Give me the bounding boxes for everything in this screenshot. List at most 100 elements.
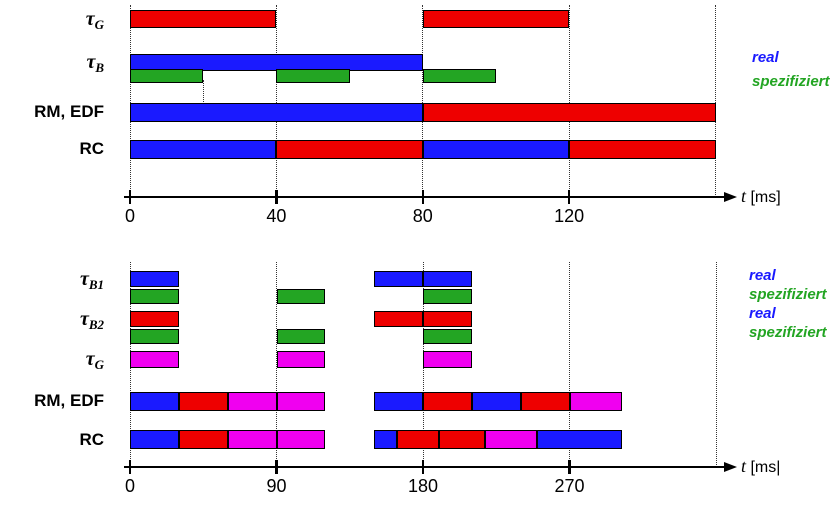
axis-tick xyxy=(568,460,571,474)
task-bar xyxy=(537,430,622,449)
row-label: RC xyxy=(79,139,104,158)
axis-label-variable: t xyxy=(741,456,747,476)
tick-label: 90 xyxy=(266,476,287,496)
legend-top: real spezifiziert xyxy=(752,46,830,94)
tau-symbol: τ xyxy=(79,308,89,330)
task-bar xyxy=(374,311,424,327)
task-bar xyxy=(423,289,472,304)
time-axis xyxy=(124,196,725,199)
tick-label: 120 xyxy=(554,206,585,226)
row-label: RM, EDF xyxy=(34,391,104,410)
gridline xyxy=(569,262,571,467)
axis-tick xyxy=(128,190,132,204)
axis-label-unit: [ms] xyxy=(746,189,781,206)
task-bar xyxy=(276,351,326,368)
legend-real-label: real xyxy=(752,49,779,66)
task-bar xyxy=(276,392,326,411)
axis-arrow-icon xyxy=(724,191,737,202)
task-bar xyxy=(130,311,179,327)
task-bar xyxy=(130,103,423,122)
task-bar xyxy=(130,69,204,83)
row-label: τB2 xyxy=(0,307,104,332)
tick-label: 270 xyxy=(554,476,585,496)
tick-label: 180 xyxy=(408,476,439,496)
gridline xyxy=(568,5,570,197)
legend-real-label: real xyxy=(749,305,776,322)
tick-label: 80 xyxy=(412,206,433,226)
task-bar xyxy=(276,69,350,83)
task-bar xyxy=(178,392,228,411)
axis-tick xyxy=(421,460,425,474)
gridline xyxy=(422,5,424,197)
task-bar xyxy=(276,329,326,344)
legend-spezifiziert-label: spezifiziert xyxy=(749,286,827,303)
task-bar xyxy=(374,271,424,287)
gridline xyxy=(715,262,717,467)
axis-tick xyxy=(275,460,278,474)
task-bar xyxy=(130,329,179,344)
tick-label: 0 xyxy=(124,476,135,496)
task-bar xyxy=(396,430,440,449)
task-bar xyxy=(130,140,277,159)
tau-symbol: τ xyxy=(86,51,96,73)
tau-symbol: τ xyxy=(85,348,95,370)
task-bar xyxy=(178,430,228,449)
tau-symbol: τ xyxy=(79,268,89,290)
task-bar xyxy=(130,392,179,411)
row-label: τG xyxy=(0,7,104,32)
axis-tick xyxy=(568,190,571,204)
gridline xyxy=(129,5,131,197)
axis-tick xyxy=(275,190,278,204)
task-bar xyxy=(130,271,179,287)
task-bar xyxy=(276,289,326,304)
task-bar xyxy=(471,392,521,411)
task-bar xyxy=(423,351,472,368)
task-bar xyxy=(422,10,570,28)
tau-subscript: B1 xyxy=(88,277,104,292)
task-bar xyxy=(130,351,179,368)
tick-label: 0 xyxy=(124,206,135,226)
tau-symbol: τ xyxy=(85,8,95,30)
task-bar xyxy=(374,392,424,411)
time-axis xyxy=(124,466,725,469)
row-label: τB1 xyxy=(0,267,104,292)
axis-label-unit: [ms| xyxy=(746,459,781,476)
task-bar xyxy=(423,392,472,411)
task-bar xyxy=(422,140,570,159)
task-bar xyxy=(130,430,179,449)
task-bar xyxy=(227,430,277,449)
tick-label: 40 xyxy=(266,206,287,226)
task-bar xyxy=(130,289,179,304)
task-bar xyxy=(423,329,472,344)
tau-subscript: G xyxy=(94,17,104,32)
axis-label-variable: t xyxy=(741,186,747,206)
task-bar xyxy=(569,392,622,411)
gridline xyxy=(275,5,277,197)
task-bar xyxy=(276,140,423,159)
axis-label: t [ms| xyxy=(741,456,780,477)
legend-real-label: real xyxy=(749,267,776,284)
task-bar xyxy=(423,311,472,327)
row-label: τG xyxy=(0,347,104,372)
axis-tick xyxy=(421,190,424,204)
legend-spezifiziert-label: spezifiziert xyxy=(749,324,827,341)
task-bar xyxy=(484,430,537,449)
task-bar xyxy=(422,69,496,83)
axis-label: t [ms] xyxy=(741,186,781,207)
task-bar xyxy=(423,271,472,287)
task-bar xyxy=(422,103,716,122)
task-bar xyxy=(569,140,716,159)
axis-arrow-icon xyxy=(724,461,737,472)
task-bar xyxy=(520,392,570,411)
tau-subscript: G xyxy=(94,357,104,372)
task-bar xyxy=(374,430,397,449)
legend-spezifiziert-label: spezifiziert xyxy=(752,73,830,90)
task-bar xyxy=(227,392,277,411)
task-bar xyxy=(276,430,326,449)
tau-subscript: B xyxy=(95,60,104,75)
task-bar xyxy=(439,430,485,449)
tau-subscript: B2 xyxy=(88,317,104,332)
task-bar xyxy=(130,10,277,28)
legend-bottom: real spezifiziert real spezifiziert xyxy=(749,266,827,342)
